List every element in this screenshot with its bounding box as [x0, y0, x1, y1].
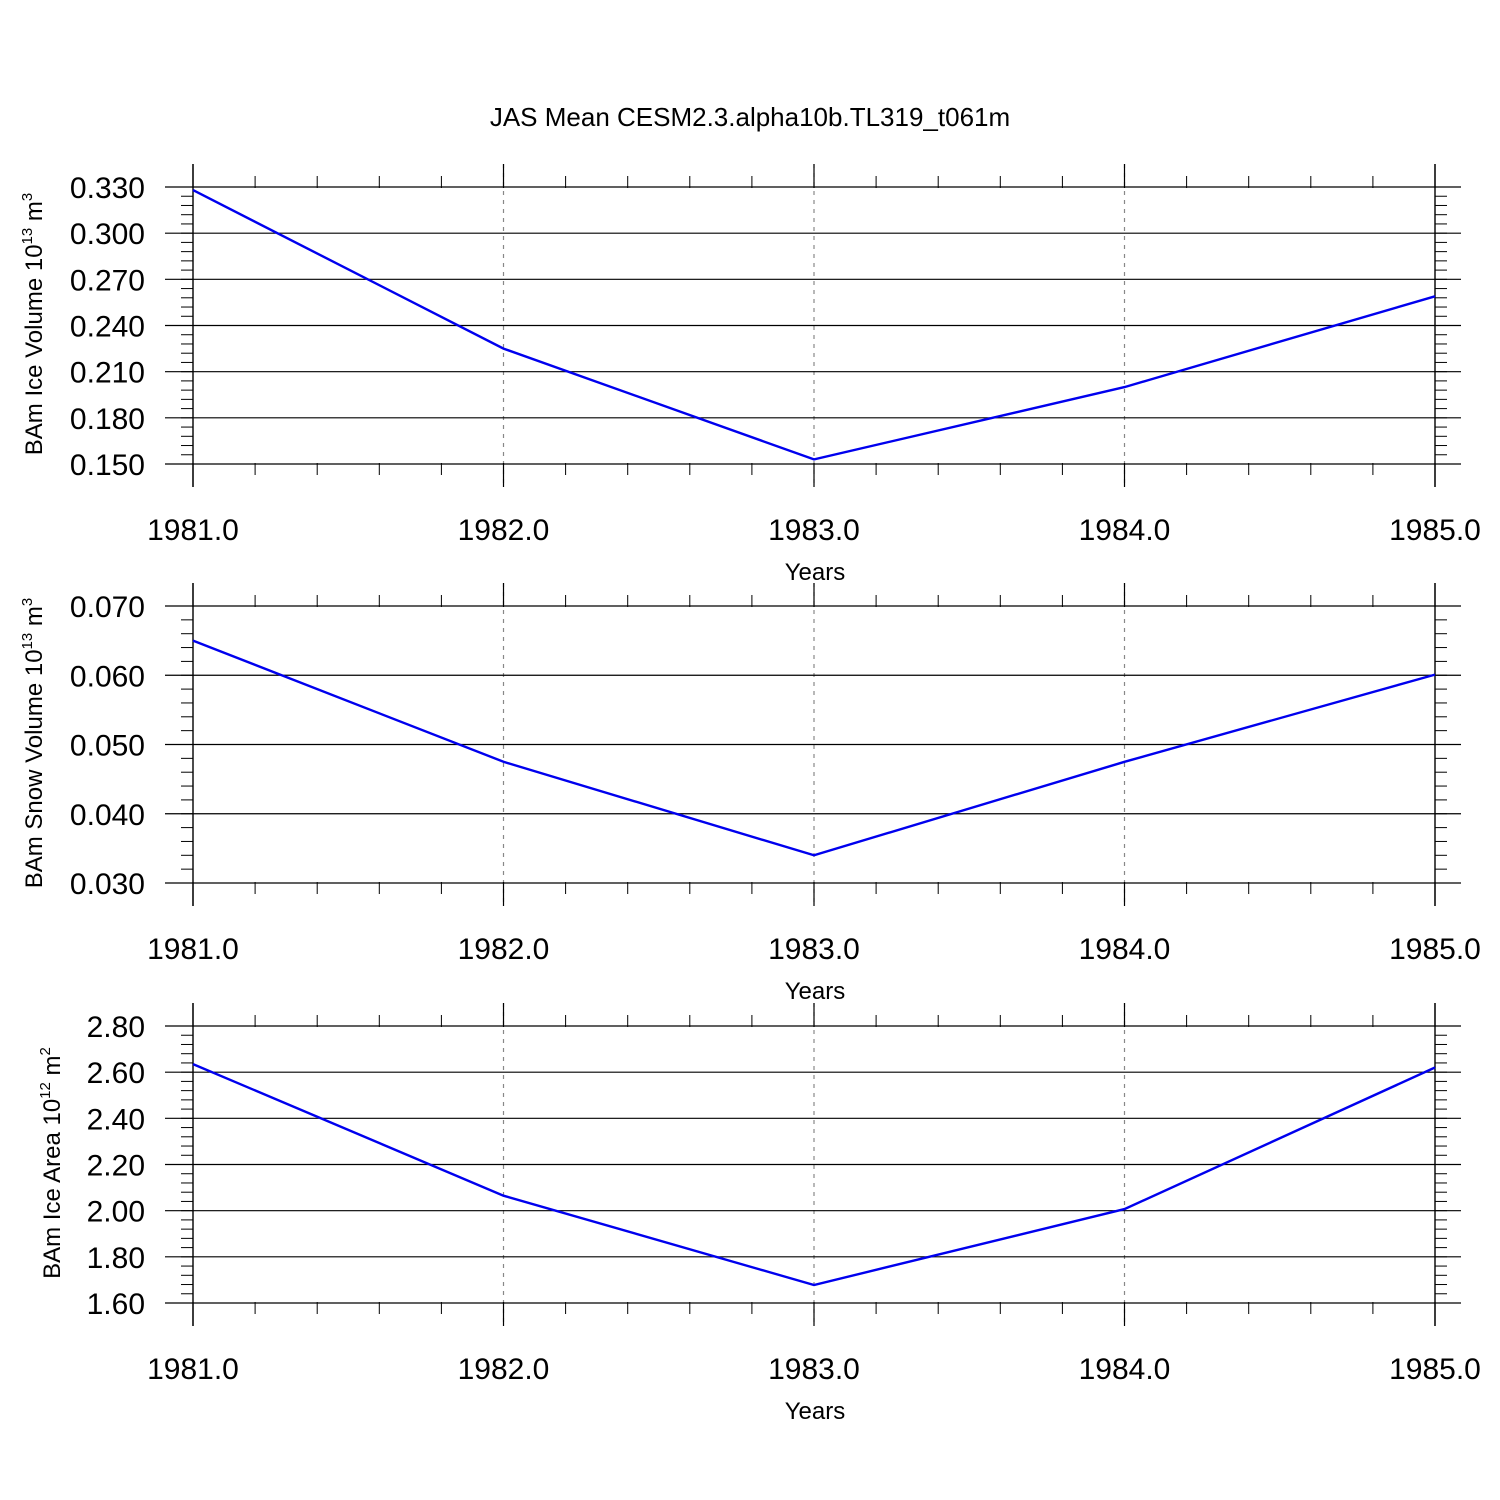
series-line: [192, 189, 1436, 461]
x-axis-label: Years: [785, 1398, 846, 1425]
x-tick-label: 1981.0: [147, 514, 239, 547]
y-tick-label: 2.60: [87, 1057, 145, 1090]
chart-panel-2: 0.030 0.040 0.050 0.060 0.070 1981.0 1982.0 198…: [19, 583, 1481, 1005]
y-tick-label: 0.210: [70, 357, 145, 390]
y-tick-label: 0.150: [70, 449, 145, 482]
x-axis-label: Years: [785, 559, 846, 586]
y-axis-label-unit: m: [39, 1055, 66, 1082]
y-tick-label: 0.040: [70, 799, 145, 832]
y-axis-label: BAm Ice Area 1012 m2: [37, 1047, 66, 1279]
x-tick-label: 1983.0: [768, 933, 860, 966]
y-tick-label: 0.240: [70, 311, 145, 344]
y-axis-label-unit: m: [21, 201, 48, 228]
y-axis-label-prefix: BAm Ice Volume 10: [21, 244, 48, 455]
y-axis-label-unit-exponent: 2: [37, 1047, 54, 1055]
y-tick-label: 0.050: [70, 730, 145, 763]
x-tick-label: 1983.0: [768, 514, 860, 547]
y-axis-label-prefix: BAm Ice Area 10: [39, 1099, 66, 1279]
y-axis-label-exponent: 12: [37, 1082, 54, 1099]
y-tick-label: 0.330: [70, 172, 145, 205]
y-tick-label: 1.80: [87, 1242, 145, 1275]
x-tick-label: 1982.0: [458, 1353, 550, 1386]
y-axis-label-exponent: 13: [19, 228, 36, 245]
x-tick-label: 1983.0: [768, 1353, 860, 1386]
x-tick-label: 1982.0: [458, 933, 550, 966]
y-axis-label-exponent: 13: [19, 633, 36, 650]
x-tick-label: 1985.0: [1389, 1353, 1481, 1386]
y-tick-label: 0.070: [70, 591, 145, 624]
x-tick-label: 1985.0: [1389, 514, 1481, 547]
x-tick-label: 1984.0: [1079, 933, 1171, 966]
y-axis-label-unit-exponent: 3: [19, 193, 36, 201]
x-tick-label: 1984.0: [1079, 514, 1171, 547]
y-tick-label: 0.030: [70, 868, 145, 901]
y-axis-label-prefix: BAm Snow Volume 10: [21, 649, 48, 888]
y-tick-label: 2.20: [87, 1150, 145, 1183]
y-axis-label: BAm Ice Volume 1013 m3: [19, 193, 48, 455]
series-line: [192, 1062, 1436, 1287]
x-tick-label: 1981.0: [147, 933, 239, 966]
y-tick-label: 0.270: [70, 264, 145, 297]
y-tick-label: 0.060: [70, 660, 145, 693]
y-axis-label-unit: m: [21, 606, 48, 633]
y-tick-label: 1.60: [87, 1288, 145, 1321]
y-tick-label: 0.300: [70, 218, 145, 251]
y-axis-label-unit-exponent: 3: [19, 598, 36, 606]
y-axis-label: BAm Snow Volume 1013 m3: [19, 598, 48, 889]
y-tick-label: 2.00: [87, 1196, 145, 1229]
series-line: [192, 639, 1436, 857]
y-tick-label: 0.180: [70, 403, 145, 436]
x-tick-label: 1981.0: [147, 1353, 239, 1386]
chart-panel-1: 0.150 0.180 0.210 0.240 0.270 0.300 0.330 1981.…: [19, 164, 1481, 586]
figure-title: JAS Mean CESM2.3.alpha10b.TL319_t061m: [490, 102, 1010, 132]
chart-panels: 0.150 0.180 0.210 0.240 0.270 0.300 0.330 1981.…: [19, 164, 1481, 1425]
x-tick-label: 1984.0: [1079, 1353, 1171, 1386]
x-tick-label: 1982.0: [458, 514, 550, 547]
y-tick-label: 2.80: [87, 1011, 145, 1044]
y-tick-label: 2.40: [87, 1103, 145, 1136]
x-tick-label: 1985.0: [1389, 933, 1481, 966]
chart-panel-3: 1.60 1.80 2.00 2.20 2.40 2.60 2.80 1981.0 1982.0…: [37, 1003, 1481, 1425]
x-axis-label: Years: [785, 978, 846, 1005]
